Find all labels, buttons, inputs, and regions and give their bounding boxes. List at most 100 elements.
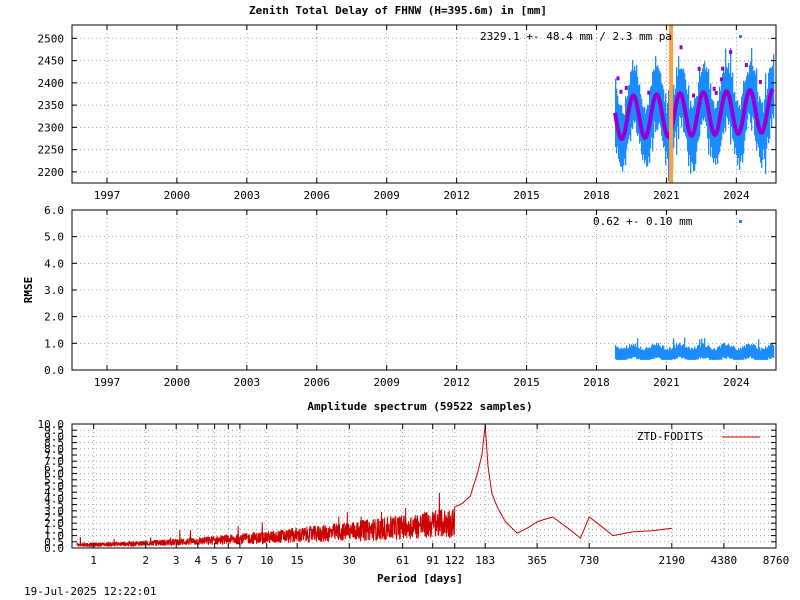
x-tick-label: 8760 (763, 554, 790, 567)
rmse-data-point (631, 344, 633, 359)
y-tick-label: 2.0 (44, 311, 64, 324)
rmse-data-point (632, 345, 634, 358)
y-tick-label: 2300 (38, 121, 65, 134)
x-tick-label: 1997 (94, 376, 121, 389)
rmse-data-point (684, 337, 686, 359)
rmse-data-point (734, 347, 736, 360)
y-tick-label: 0.0 (44, 542, 64, 555)
rmse-data-point (761, 347, 763, 360)
rmse-data-point (747, 344, 749, 358)
rmse-data-point (688, 346, 690, 360)
rmse-data-point (715, 350, 717, 360)
y-tick-label: 2.5 (44, 511, 64, 524)
rmse-data-point (710, 347, 712, 360)
y-tick-label: 2.0 (44, 517, 64, 530)
rmse-annotation: 0.62 +- 0.10 mm (593, 215, 693, 228)
rmse-data-point (770, 343, 772, 360)
rmse-data-point (654, 344, 656, 359)
y-tick-label: 1.0 (44, 530, 64, 543)
rmse-grid (72, 209, 776, 371)
rmse-tick-labels: 1997 2000 2003 2006 2009 2012 2015 2018 2021 2024… (44, 204, 750, 389)
x-tick-label: 10 (260, 554, 273, 567)
rmse-data-point (620, 348, 622, 360)
rmse-data-point (678, 344, 680, 357)
rmse-data-point (655, 345, 657, 358)
rmse-data-point (627, 348, 629, 359)
ztd-data-point (704, 61, 706, 118)
y-tick-label: 6.5 (44, 461, 64, 474)
x-tick-label: 183 (475, 554, 495, 567)
rmse-data-point (732, 347, 734, 359)
spectrum-title: Amplitude spectrum (59522 samples) (307, 400, 532, 413)
rmse-panel: 1997 2000 2003 2006 2009 2012 2015 2018 2021 2024… (22, 204, 777, 389)
rmse-data-point (713, 348, 715, 360)
rmse-data-point (764, 349, 766, 360)
rmse-data-point (723, 343, 725, 358)
ztd-outlier-point (692, 93, 696, 98)
y-tick-label: 1.0 (44, 337, 64, 350)
rmse-data-point (624, 347, 626, 360)
x-tick-label: 7 (237, 554, 244, 567)
rmse-data-point (705, 346, 707, 359)
rmse-data-point (700, 346, 702, 359)
ztd-outlier-point (758, 80, 762, 85)
rmse-data-point (711, 349, 713, 360)
ztd-frame (71, 24, 777, 184)
y-tick-label: 2500 (38, 32, 65, 45)
rmse-data-point (771, 343, 773, 359)
ztd-data-point (622, 113, 624, 172)
ztd-data-point (761, 103, 763, 168)
rmse-data-point (690, 350, 692, 360)
rmse-data-point (766, 348, 768, 360)
rmse-data-point (676, 343, 678, 359)
ztd-outlier-point (679, 45, 683, 50)
y-tick-label: 3.5 (44, 499, 64, 512)
rmse-data-point (721, 344, 723, 360)
footer-timestamp: 19-Jul-2025 12:22:01 (24, 585, 156, 598)
rmse-data-point (675, 347, 677, 360)
x-tick-label: 2 (142, 554, 149, 567)
rmse-data-point (744, 345, 746, 358)
rmse-data-point (741, 349, 743, 360)
ztd-outlier-point (712, 86, 716, 91)
rmse-data-point (759, 347, 761, 360)
x-tick-label: 2009 (373, 189, 400, 202)
rmse-data-point (712, 349, 714, 360)
rmse-data-point (689, 347, 691, 360)
x-tick-label: 2018 (583, 189, 610, 202)
rmse-data-point (736, 350, 738, 360)
x-tick-label: 2015 (513, 189, 540, 202)
spectrum-tick-labels: 1 2 3 4 5 6 7 10 15 30 61 91 122 183 365 730 2190 4380 876… (38, 418, 790, 567)
x-tick-label: 2006 (304, 189, 331, 202)
rmse-data-point (686, 346, 688, 359)
rmse-data-point (731, 345, 733, 359)
y-tick-label: 5.0 (44, 480, 64, 493)
y-tick-label: 5.0 (44, 231, 64, 244)
y-tick-label: 0.0 (44, 364, 64, 377)
rmse-data-point (683, 343, 685, 358)
rmse-data-point (748, 343, 750, 359)
x-tick-label: 4380 (711, 554, 738, 567)
rmse-data-point (685, 347, 687, 360)
ztd-outlier-point (729, 50, 733, 55)
x-tick-label: 2006 (304, 376, 331, 389)
rmse-data-point (738, 347, 740, 360)
rmse-data-point (730, 347, 732, 359)
y-tick-label: 2250 (38, 144, 65, 157)
x-tick-label: 91 (426, 554, 439, 567)
y-tick-label: 2450 (38, 55, 65, 68)
rmse-data-point (659, 345, 661, 358)
ztd-outlier-point (647, 90, 651, 95)
rmse-data-point (743, 347, 745, 360)
rmse-data-point (708, 344, 710, 359)
rmse-data-point (772, 344, 774, 358)
rmse-data-point (746, 343, 748, 359)
rmse-data-point (657, 345, 659, 358)
rmse-ylabel: RMSE (22, 277, 35, 304)
x-tick-label: 1997 (94, 189, 121, 202)
rmse-data-point (637, 338, 639, 359)
ztd-data-point (740, 109, 742, 162)
rmse-data-point (698, 344, 700, 359)
rmse-data-point (704, 338, 706, 359)
ztd-ticks (72, 25, 776, 183)
